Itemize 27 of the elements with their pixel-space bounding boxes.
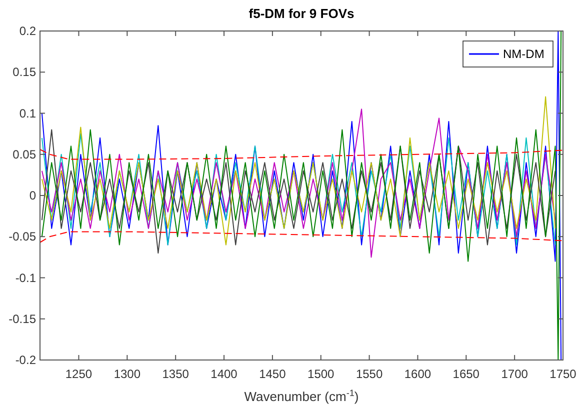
y-tick-label: 0.2 [19, 24, 36, 38]
x-tick-label: 1750 [550, 367, 577, 381]
y-tick-label: 0.05 [12, 147, 36, 162]
line-series [41, 96, 556, 246]
x-tick-label: 1500 [308, 367, 335, 381]
y-tick-label: -0.15 [8, 312, 36, 326]
x-tick-label: 1300 [114, 367, 141, 381]
chart-title: f5-DM for 9 FOVs [248, 6, 354, 21]
x-tick-label: 1250 [65, 367, 92, 381]
x-tick-label: 1650 [452, 367, 480, 381]
x-tick-label: 1450 [259, 367, 286, 381]
x-tick-label: 1400 [210, 367, 238, 381]
y-tick-label: 0.15 [12, 65, 36, 80]
x-axis-title: Wavenumber (cm$^{-1}$) [244, 388, 359, 404]
x-tick-label: 1700 [501, 367, 528, 381]
line-series [41, 108, 556, 258]
y-tick-label: -0.05 [8, 230, 36, 244]
y-tick-label: 0.1 [19, 106, 36, 120]
line-series [40, 231, 563, 243]
x-tick-label: 1600 [404, 367, 432, 381]
x-tick-label: 1550 [356, 367, 383, 381]
legend-label: NM-DM [503, 47, 544, 61]
y-tick-label: -0.1 [15, 270, 36, 285]
line-series [40, 148, 563, 160]
y-tick-label: -0.2 [15, 353, 36, 367]
y-tick-label: 0 [29, 188, 36, 202]
x-tick-label: 1350 [162, 367, 190, 381]
